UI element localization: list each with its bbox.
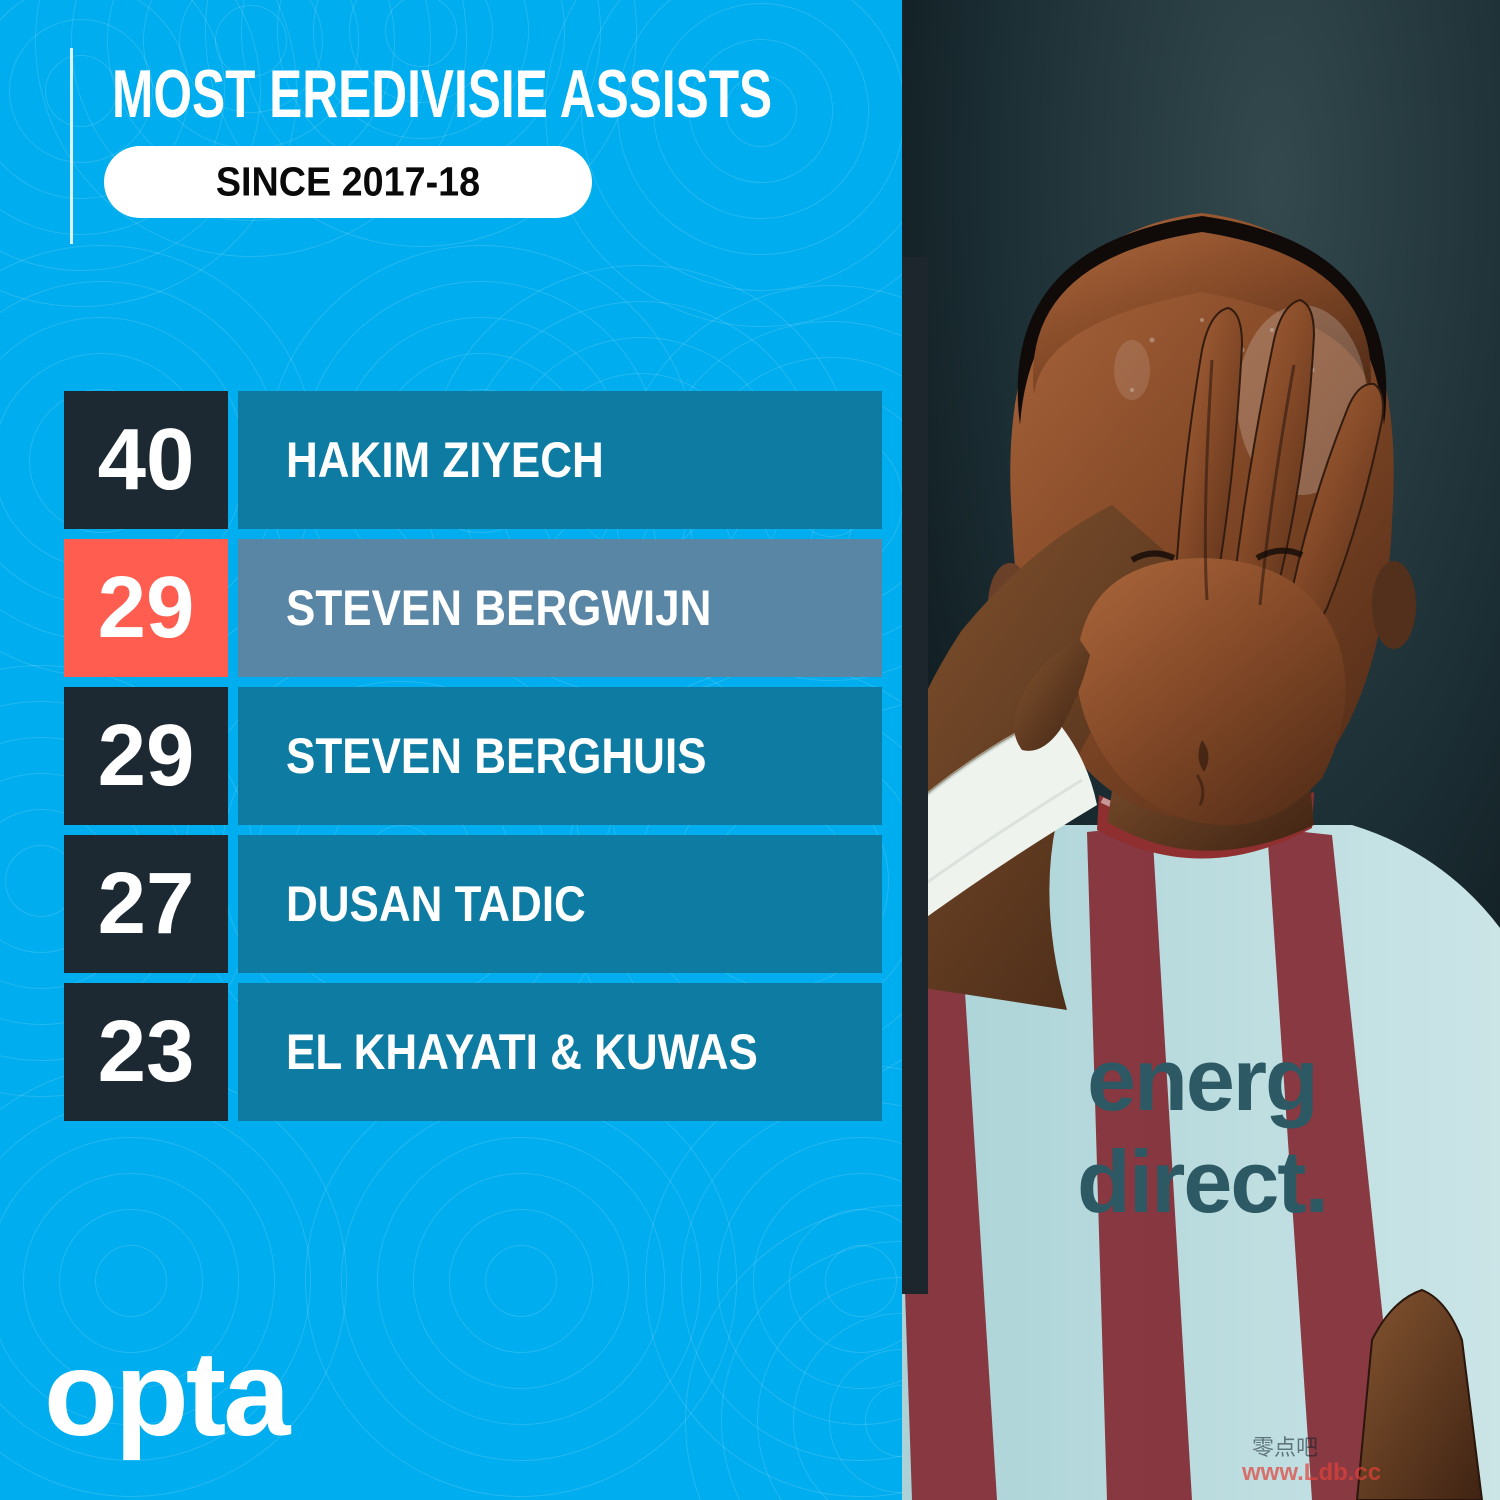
svg-text:direct.: direct.: [1077, 1132, 1327, 1231]
svg-text:energ: energ: [1087, 1030, 1317, 1129]
svg-text:www.Ldb.cc: www.Ldb.cc: [1241, 1459, 1381, 1486]
svg-text:零点吧: 零点吧: [1252, 1435, 1318, 1460]
